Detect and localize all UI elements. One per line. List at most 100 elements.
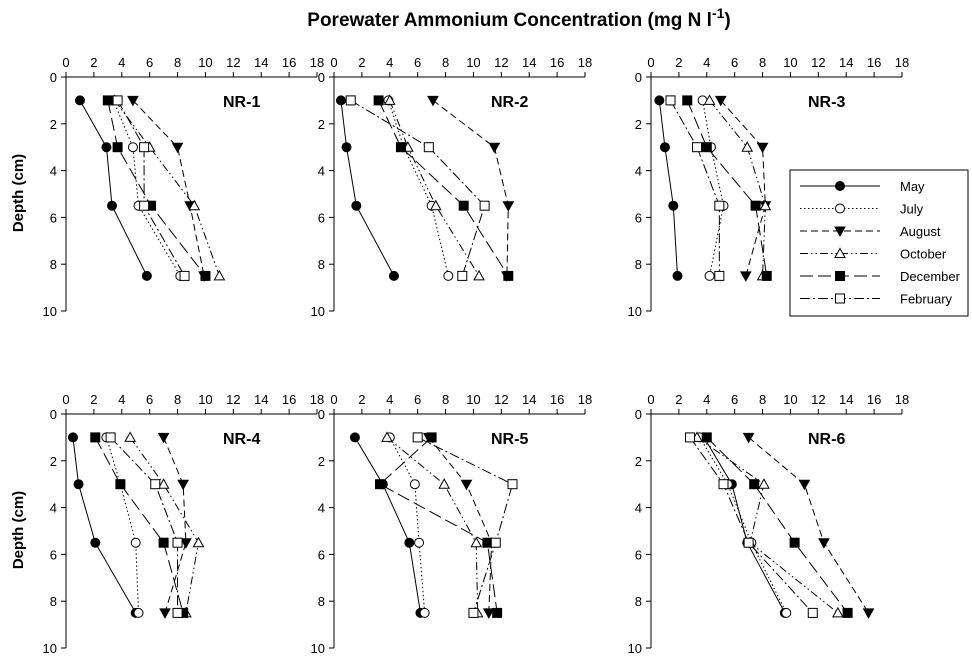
x-tick-label: 10: [466, 55, 480, 70]
x-tick-label: 12: [226, 55, 240, 70]
x-tick-label: 16: [282, 392, 296, 407]
marker: [101, 142, 112, 153]
marker: [102, 95, 113, 106]
series-line: [720, 100, 766, 277]
marker: [758, 478, 770, 489]
y-tick-label: 0: [318, 407, 325, 422]
series-line: [386, 437, 479, 613]
marker: [139, 200, 150, 211]
marker: [482, 608, 495, 619]
y-tick-label: 8: [318, 594, 325, 609]
marker: [842, 607, 853, 618]
x-tick-label: 0: [647, 392, 654, 407]
y-tick-label: 2: [318, 117, 325, 132]
marker: [743, 537, 754, 548]
x-tick-label: 14: [522, 392, 536, 407]
y-tick-label: 10: [628, 641, 642, 656]
x-tick-label: 4: [703, 392, 710, 407]
x-tick-label: 2: [90, 55, 97, 70]
x-tick-label: 0: [62, 392, 69, 407]
marker: [834, 247, 846, 258]
marker: [130, 537, 141, 548]
marker: [112, 95, 123, 106]
series-line: [350, 99, 486, 277]
x-tick-label: 0: [330, 392, 337, 407]
marker: [488, 142, 501, 154]
series-line: [689, 437, 814, 614]
y-tick-label: 6: [50, 547, 57, 562]
marker: [373, 95, 384, 106]
marker: [654, 95, 665, 106]
marker: [426, 432, 437, 443]
x-tick-label: 14: [522, 55, 536, 70]
x-tick-label: 16: [867, 392, 881, 407]
series-line: [703, 437, 786, 614]
marker: [388, 270, 399, 281]
marker: [818, 538, 830, 549]
y-tick-label: 4: [50, 164, 57, 179]
series-line: [107, 100, 206, 277]
marker: [213, 269, 226, 281]
x-tick-label: 2: [90, 392, 97, 407]
panel-label: NR-1: [223, 94, 260, 111]
marker: [832, 606, 844, 618]
series-line: [432, 100, 509, 276]
marker: [490, 537, 501, 548]
y-tick-label: 6: [318, 547, 325, 562]
marker: [479, 200, 490, 211]
series-line: [340, 100, 395, 277]
x-tick-label: 16: [550, 55, 564, 70]
x-tick-label: 18: [578, 55, 592, 70]
y-tick-label: 0: [50, 407, 57, 422]
marker: [503, 270, 514, 281]
marker: [741, 141, 754, 152]
series-line: [72, 437, 137, 614]
marker: [179, 270, 190, 281]
series-line: [354, 437, 421, 613]
x-tick-label: 8: [442, 55, 449, 70]
y-tick-label: 8: [50, 257, 57, 272]
marker: [335, 95, 346, 106]
x-tick-label: 4: [386, 392, 393, 407]
series-line: [417, 436, 514, 614]
y-tick-label: 6: [318, 210, 325, 225]
series-line: [670, 100, 720, 276]
marker: [429, 199, 442, 211]
series-line: [114, 100, 220, 277]
panel-label: NR-6: [808, 431, 845, 448]
marker: [749, 479, 760, 490]
marker: [781, 607, 792, 618]
marker: [90, 432, 101, 443]
marker: [157, 432, 170, 444]
y-axis-label: Depth (cm): [10, 491, 27, 569]
series-line: [94, 437, 184, 614]
y-tick-label: 10: [311, 304, 325, 319]
marker: [345, 95, 356, 106]
y-tick-label: 8: [635, 257, 642, 272]
series-line: [112, 100, 181, 277]
marker: [507, 479, 518, 490]
series-line: [379, 437, 498, 613]
panel-label: NR-2: [491, 94, 528, 111]
marker: [704, 270, 715, 281]
chart-title: Porewater Ammonium Concentration (mg N l…: [307, 5, 730, 31]
marker: [172, 537, 183, 548]
series-line: [658, 100, 678, 276]
marker: [73, 479, 84, 490]
series-line: [79, 100, 148, 277]
panel-label: NR-3: [808, 94, 845, 111]
x-tick-label: 14: [839, 55, 853, 70]
marker: [414, 537, 425, 548]
x-tick-label: 18: [895, 55, 909, 70]
x-tick-label: 4: [118, 392, 125, 407]
x-tick-label: 12: [811, 392, 825, 407]
marker: [127, 95, 139, 107]
marker: [798, 479, 811, 491]
series-line: [378, 100, 509, 277]
y-tick-label: 4: [50, 501, 57, 516]
y-tick-label: 10: [628, 304, 642, 319]
marker: [188, 199, 201, 211]
marker: [159, 608, 171, 619]
y-tick-label: 2: [635, 454, 642, 469]
